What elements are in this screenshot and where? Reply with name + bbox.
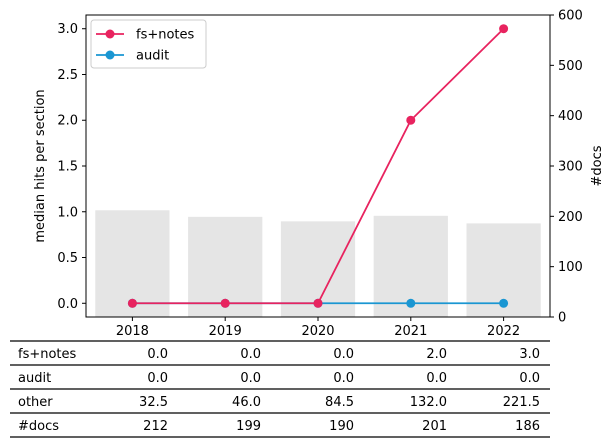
x-axis: 2018 2019 2020 2021 2022 — [116, 317, 520, 339]
point-fs+notes-2020 — [313, 298, 323, 308]
legend-label-fs+notes: fs+notes — [136, 28, 195, 43]
y-axis-left: 0.0 0.5 1.0 1.5 2.0 2.5 3.0 — [57, 22, 86, 312]
y2-tick-label-600: 600 — [558, 9, 583, 24]
y2-tick-label-300: 300 — [558, 160, 583, 175]
point-fs+notes-2022 — [499, 24, 509, 34]
table-cell-other-2021: 132.0 — [410, 395, 447, 410]
table-cell-audit-2019: 0.0 — [240, 371, 261, 386]
y-axis-right: 0 100 200 300 400 500 600 — [550, 9, 583, 326]
legend-label-audit: audit — [136, 49, 169, 64]
y-axis-title: median hits per section — [33, 89, 48, 242]
table-cell-#docs-2019: 199 — [236, 419, 261, 434]
y-tick-label-2.5: 2.5 — [57, 68, 78, 83]
point-fs+notes-2021 — [406, 115, 416, 125]
y2-tick-label-400: 400 — [558, 109, 583, 124]
table-cell-fs+notes-2021: 2.0 — [426, 347, 447, 362]
table-cell-other-2022: 221.5 — [503, 395, 540, 410]
table-row-label-other: other — [18, 395, 53, 410]
table-cell-#docs-2020: 190 — [329, 419, 354, 434]
x-tick-label-2019: 2019 — [209, 324, 242, 339]
legend: fs+notes audit — [90, 19, 207, 69]
table-cell-other-2020: 84.5 — [325, 395, 354, 410]
point-fs+notes-2018 — [127, 298, 137, 308]
table-cell-audit-2021: 0.0 — [426, 371, 447, 386]
legend-marker-audit — [105, 50, 115, 60]
y-tick-label-0.5: 0.5 — [57, 251, 78, 266]
y2-tick-label-200: 200 — [558, 210, 583, 225]
table-cell-fs+notes-2022: 3.0 — [519, 347, 540, 362]
y-tick-label-2.0: 2.0 — [57, 114, 78, 129]
y2-tick-label-500: 500 — [558, 59, 583, 74]
legend-box — [90, 19, 207, 69]
table-cell-fs+notes-2018: 0.0 — [147, 347, 168, 362]
y-tick-label-3.0: 3.0 — [57, 22, 78, 37]
y2-tick-label-0: 0 — [558, 311, 566, 326]
x-tick-label-2018: 2018 — [116, 324, 149, 339]
table-cell-audit-2022: 0.0 — [519, 371, 540, 386]
table-cell-#docs-2022: 186 — [515, 419, 540, 434]
table-cell-#docs-2018: 212 — [143, 419, 168, 434]
y-tick-label-1.5: 1.5 — [57, 160, 78, 175]
table-cell-#docs-2021: 201 — [422, 419, 447, 434]
table-cell-audit-2020: 0.0 — [333, 371, 354, 386]
table-cell-other-2019: 46.0 — [232, 395, 261, 410]
x-tick-label-2021: 2021 — [394, 324, 427, 339]
table-cell-fs+notes-2019: 0.0 — [240, 347, 261, 362]
point-audit-2022 — [499, 298, 509, 308]
point-audit-2021 — [406, 298, 416, 308]
y2-tick-label-100: 100 — [558, 260, 583, 275]
table-row-label-audit: audit — [18, 371, 51, 386]
y-tick-label-0.0: 0.0 — [57, 297, 78, 312]
data-table: fs+notes 0.0 0.0 0.0 2.0 3.0 audit 0.0 0.0 0.0 0.0… — [10, 340, 550, 438]
x-tick-label-2020: 2020 — [301, 324, 334, 339]
x-tick-label-2022: 2022 — [487, 324, 520, 339]
point-fs+notes-2019 — [220, 298, 230, 308]
table-row-label-fs+notes: fs+notes — [18, 347, 77, 362]
legend-marker-fs+notes — [105, 29, 115, 39]
lines-layer — [127, 24, 509, 308]
y-tick-label-1.0: 1.0 — [57, 205, 78, 220]
table-row-label-#docs: #docs — [18, 419, 59, 434]
table-cell-fs+notes-2020: 0.0 — [333, 347, 354, 362]
y2-axis-title: #docs — [590, 145, 605, 186]
table-cell-audit-2018: 0.0 — [147, 371, 168, 386]
table-cell-other-2018: 32.5 — [139, 395, 168, 410]
